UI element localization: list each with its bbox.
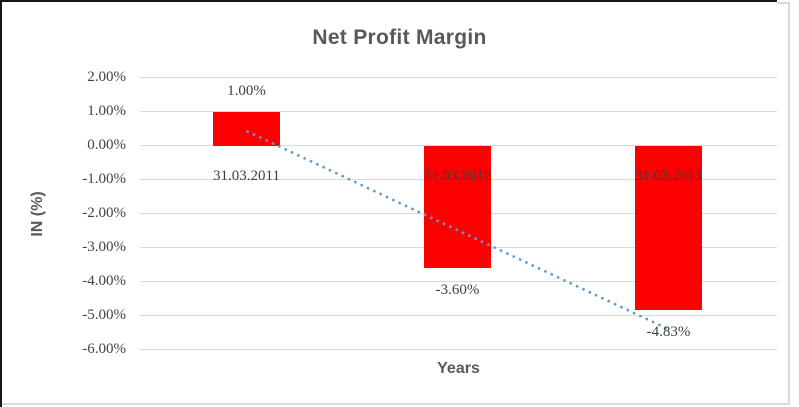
gridline <box>140 315 777 316</box>
chart-edge-top-right <box>777 2 790 4</box>
gridline <box>140 111 777 112</box>
frame-border-left <box>0 0 2 407</box>
chart-edge-right <box>788 2 790 405</box>
frame-border-top <box>0 0 777 2</box>
y-tick-label: 2.00% <box>87 69 126 85</box>
y-tick-label: 0.00% <box>87 137 126 153</box>
gridline <box>140 349 777 350</box>
data-label: -3.60% <box>435 282 480 299</box>
x-category-label: 31.03.2012 <box>423 168 492 184</box>
x-category-label: 31.03.2011 <box>213 168 280 184</box>
data-label: -4.83% <box>646 324 691 341</box>
y-tick-label: -6.00% <box>82 341 126 357</box>
y-tick-label: -4.00% <box>82 273 126 289</box>
bar-31.03.2012 <box>424 146 491 269</box>
y-tick-label: -5.00% <box>82 307 126 323</box>
y-tick-label: -3.00% <box>82 239 126 255</box>
y-tick-label: 1.00% <box>87 103 126 119</box>
y-tick-label: -1.00% <box>82 171 126 187</box>
x-axis-title: Years <box>437 360 480 377</box>
chart-title: Net Profit Margin <box>312 26 487 49</box>
gridline <box>140 77 777 78</box>
data-label: 1.00% <box>227 83 266 99</box>
bar-31.03.2011 <box>213 112 280 146</box>
x-category-label: 31.03.2013 <box>634 168 703 184</box>
y-tick-label: -2.00% <box>82 205 126 221</box>
chart-edge-bottom <box>2 403 789 405</box>
